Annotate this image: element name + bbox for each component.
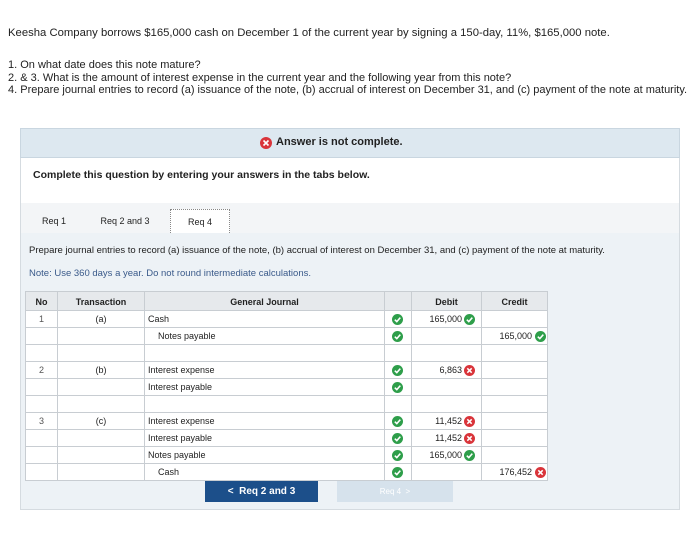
check-icon <box>392 314 403 325</box>
debit-amount: 11,452 <box>412 430 482 447</box>
error-icon <box>464 365 475 376</box>
cell <box>58 379 145 396</box>
blank-cell <box>412 396 482 413</box>
check-icon <box>392 450 403 461</box>
cell <box>58 430 145 447</box>
transaction: (b) <box>58 362 145 379</box>
cell <box>482 379 548 396</box>
entry-no: 1 <box>25 311 58 328</box>
transaction: (a) <box>58 311 145 328</box>
blank-cell <box>482 345 548 362</box>
tab[interactable]: Req 4 <box>170 209 230 233</box>
check-icon <box>392 331 403 342</box>
blank-cell <box>145 345 385 362</box>
account: Cash <box>145 311 385 328</box>
header-cell: General Journal <box>145 291 385 311</box>
account: Notes payable <box>145 447 385 464</box>
check-icon <box>392 467 403 478</box>
error-icon <box>535 467 546 478</box>
cell <box>482 430 548 447</box>
intro: Keesha Company borrows $165,000 cash on … <box>8 27 610 39</box>
cell <box>25 379 58 396</box>
check-icon <box>464 450 475 461</box>
cell <box>482 447 548 464</box>
banner-text: Answer is not complete. <box>276 136 403 148</box>
cell <box>58 464 145 481</box>
tab[interactable]: Req 1 <box>41 216 67 226</box>
blank-cell <box>25 345 58 362</box>
cell <box>25 328 58 345</box>
cell <box>58 447 145 464</box>
check-icon <box>535 331 546 342</box>
blank-cell <box>58 345 145 362</box>
button-label: Req 4 <box>379 487 402 496</box>
cell <box>25 447 58 464</box>
check-icon <box>392 382 403 393</box>
debit-amount: 11,452 <box>412 413 482 430</box>
button-label: Req 2 and 3 <box>239 486 296 497</box>
question: 4. Prepare journal entries to record (a)… <box>8 84 688 96</box>
account: Cash <box>145 464 385 481</box>
header-cell: Transaction <box>58 291 145 311</box>
debit-amount: 165,000 <box>412 311 482 328</box>
check-icon <box>392 365 403 376</box>
next-button[interactable]: Req 4 > <box>337 481 453 502</box>
banner <box>20 128 680 158</box>
cell <box>58 328 145 345</box>
error-icon <box>464 416 475 427</box>
cell <box>482 362 548 379</box>
tab[interactable]: Req 2 and 3 <box>100 216 150 226</box>
prev-button[interactable]: < Req 2 and 3 <box>205 481 318 502</box>
cell <box>412 328 482 345</box>
blank-cell <box>25 396 58 413</box>
cell <box>412 464 482 481</box>
cell <box>25 464 58 481</box>
credit-amount: 165,000 <box>482 328 548 345</box>
cell <box>482 311 548 328</box>
panel-note: Note: Use 360 days a year. Do not round … <box>29 268 311 279</box>
header-cell: Debit <box>412 291 482 311</box>
account: Notes payable <box>145 328 385 345</box>
header-cell: Credit <box>482 291 548 311</box>
account: Interest expense <box>145 413 385 430</box>
error-icon <box>464 433 475 444</box>
question: 2. & 3. What is the amount of interest e… <box>8 72 512 84</box>
account: Interest expense <box>145 362 385 379</box>
debit-amount: 165,000 <box>412 447 482 464</box>
entry-no: 2 <box>25 362 58 379</box>
check-icon <box>464 314 475 325</box>
blank-cell <box>58 396 145 413</box>
account: Interest payable <box>145 379 385 396</box>
credit-amount: 176,452 <box>482 464 548 481</box>
entry-no: 3 <box>25 413 58 430</box>
header-cell <box>385 291 412 311</box>
complete-text: Complete this question by entering your … <box>33 169 370 181</box>
check-icon <box>392 433 403 444</box>
transaction: (c) <box>58 413 145 430</box>
header-cell: No <box>25 291 58 311</box>
check-icon <box>392 416 403 427</box>
panel-instruction: Prepare journal entries to record (a) is… <box>29 245 605 256</box>
blank-cell <box>412 345 482 362</box>
cell <box>482 413 548 430</box>
account: Interest payable <box>145 430 385 447</box>
question: 1. On what date does this note mature? <box>8 59 201 71</box>
cell <box>412 379 482 396</box>
debit-amount: 6,863 <box>412 362 482 379</box>
blank-cell <box>385 396 412 413</box>
blank-cell <box>482 396 548 413</box>
cell <box>25 430 58 447</box>
blank-cell <box>145 396 385 413</box>
error-icon <box>260 137 272 149</box>
tab-strip <box>21 203 679 233</box>
blank-cell <box>385 345 412 362</box>
